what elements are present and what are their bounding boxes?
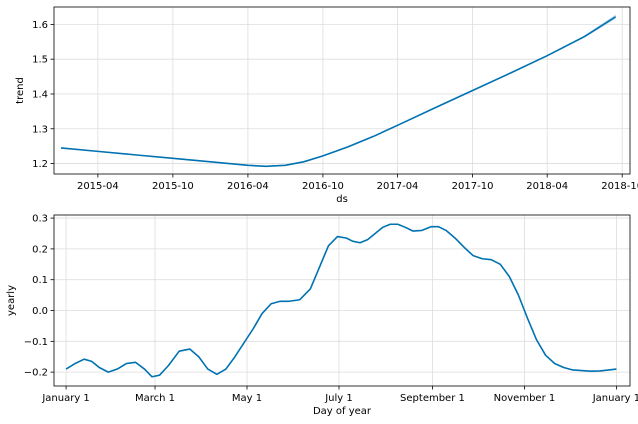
y-tick-label: 0.2 [32,244,48,255]
x-tick-label: November 1 [494,393,556,404]
x-tick-label: March 1 [135,393,175,404]
y-axis-label: trend [15,77,26,104]
x-axis-label: Day of year [313,406,372,417]
x-tick-label: 2018-04 [526,181,568,192]
x-tick-label: May 1 [232,393,262,404]
y-tick-label: 1.2 [32,159,48,170]
x-tick-label: 2016-10 [302,181,344,192]
y-tick-label: −0.1 [24,337,48,348]
x-tick-label: January 1 [41,393,89,404]
x-tick-label: September 1 [400,393,465,404]
y-tick-label: 0.3 [32,214,48,225]
y-tick-label: 1.5 [32,55,48,66]
x-tick-label: 2015-04 [77,181,119,192]
yearly-panel: January 1 March 1 May 1 July 1 September 1 No… [6,214,638,417]
x-tick-label: 2015-10 [152,181,194,192]
plot-frame [53,214,631,387]
y-axis-label: yearly [6,285,17,316]
series-line [65,223,617,378]
trend-panel: 2015-04 2015-10 2016-04 2016-10 2017-04 2017-… [15,6,638,205]
y-tick-label: −0.2 [24,368,48,379]
plot-frame [53,6,631,175]
y-tick-label: 0.0 [32,306,48,317]
x-tick-label: January 1 [592,393,638,404]
y-tick-label: 1.3 [32,124,48,135]
y-tick-label: 1.6 [32,20,48,31]
y-tick-label: 1.4 [32,89,48,100]
x-tick-label: July 1 [324,393,353,404]
x-tick-label: 2018-10 [601,181,638,192]
x-tick-label: 2017-10 [452,181,494,192]
x-axis-label: ds [336,194,348,205]
x-tick-label: 2017-04 [377,181,419,192]
x-tick-label: 2016-04 [227,181,269,192]
series-line [60,16,617,168]
y-tick-label: 0.1 [32,275,48,286]
uncertainty-band [60,14,616,167]
